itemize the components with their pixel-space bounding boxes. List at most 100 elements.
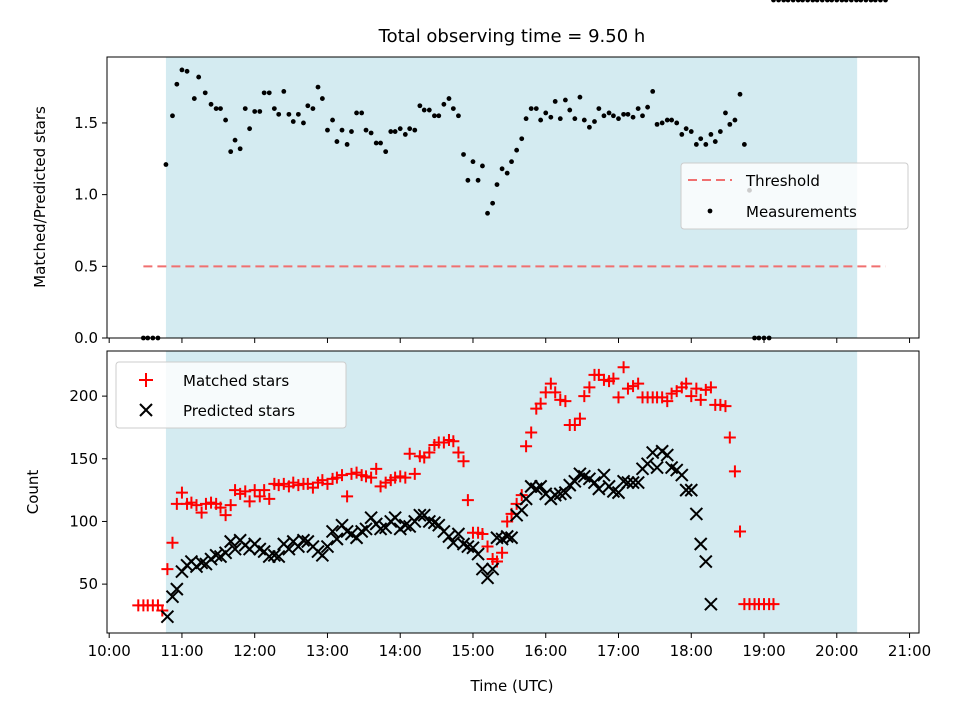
bottom-ytick-label: 150: [69, 450, 98, 468]
measurement-point: [514, 147, 520, 153]
matched-star-point: [253, 490, 266, 503]
measurement-point: [543, 110, 549, 116]
predicted-star-point: [704, 597, 718, 611]
matched-star-point: [219, 509, 232, 522]
measurement-point: [548, 114, 554, 120]
measurement-point: [208, 101, 214, 107]
measurement-point: [601, 113, 607, 119]
predicted-star-point: [597, 468, 611, 482]
measurement-point: [645, 104, 651, 110]
matched-star-point: [258, 484, 271, 497]
matched-star-point: [350, 466, 363, 479]
matched-star-point: [166, 536, 179, 549]
predicted-star-point: [330, 532, 344, 546]
matched-star-point: [559, 395, 572, 408]
measurement-point: [179, 67, 185, 73]
measurement-point: [213, 106, 219, 112]
matched-star-point: [690, 382, 703, 395]
matched-star-point: [476, 527, 489, 540]
measurement-point: [581, 117, 587, 123]
measurement-point: [397, 126, 403, 132]
matched-star-point: [437, 436, 450, 449]
measurement-point: [824, 0, 830, 3]
predicted-star-point: [689, 507, 704, 521]
matched-star-point: [612, 391, 625, 404]
matched-star-point: [578, 390, 591, 403]
measurement-point: [281, 89, 287, 94]
measurement-point: [688, 129, 694, 134]
matched-star-point: [597, 373, 610, 386]
matched-stars-points: [132, 361, 780, 617]
matched-star-point: [520, 440, 533, 453]
measurement-point: [732, 117, 738, 123]
predicted-star-point: [320, 539, 335, 554]
measurement-point: [232, 137, 238, 143]
top-plot-frame: [106, 56, 920, 339]
measurement-point: [196, 74, 202, 80]
legend-matched-label: Matched stars: [183, 372, 289, 390]
predicted-star-point: [485, 562, 500, 576]
measurement-point: [407, 126, 413, 132]
measurement-point: [378, 140, 383, 146]
measurement-point: [519, 136, 525, 142]
matched-star-point: [617, 361, 630, 374]
legend-predicted-swatch: [139, 403, 153, 417]
measurement-point: [616, 116, 621, 122]
measurement-point: [727, 121, 733, 127]
measurement-point: [494, 182, 500, 187]
xtick-label: 12:00: [233, 642, 276, 660]
matched-star-point: [234, 487, 247, 500]
top-ytick-label: 1.0: [74, 186, 98, 204]
measurement-point: [596, 106, 602, 112]
measurement-point: [674, 120, 680, 126]
matched-star-point: [394, 470, 407, 483]
measurement-point: [359, 110, 365, 116]
bottom-plot-frame: [106, 350, 920, 634]
measurement-point: [621, 111, 626, 117]
predicted-star-point: [160, 609, 175, 624]
measurement-point: [334, 139, 340, 144]
measurement-point: [664, 117, 670, 123]
matched-star-point: [447, 435, 460, 448]
matched-star-point: [306, 481, 319, 494]
predicted-star-point: [471, 547, 485, 561]
xtick-label: 14:00: [379, 642, 422, 660]
xtick-label: 10:00: [88, 642, 131, 660]
measurement-point: [170, 113, 175, 119]
matched-star-point: [423, 446, 436, 459]
measurement-point: [552, 99, 558, 104]
legend-matched-swatch: [139, 373, 153, 387]
measurement-point: [703, 142, 709, 147]
measurement-point: [286, 111, 292, 117]
measurement-point: [839, 0, 845, 3]
measurement-point: [848, 0, 854, 3]
measurement-point: [790, 0, 796, 3]
measurement-point: [315, 84, 321, 90]
xtick-label: 20:00: [815, 642, 858, 660]
measurement-point: [266, 90, 272, 96]
measurement-point: [163, 162, 169, 167]
measurement-point: [426, 107, 432, 113]
measurement-point: [577, 94, 583, 100]
xtick-label: 11:00: [160, 642, 203, 660]
matched-star-point: [214, 501, 227, 514]
matched-star-point: [544, 377, 557, 390]
measurement-point: [228, 149, 234, 155]
predicted-star-point: [515, 503, 529, 517]
measurement-point: [276, 111, 282, 117]
bottom-legend-box: [115, 361, 347, 429]
predicted-star-point: [315, 548, 330, 563]
bottom-legend: Matched stars Predicted stars: [115, 361, 347, 429]
matched-star-point: [408, 467, 421, 480]
measurement-point: [606, 110, 612, 116]
measurement-point: [693, 142, 699, 147]
predicted-star-point: [422, 514, 437, 529]
predicted-star-point: [660, 448, 674, 462]
matched-star-point: [190, 499, 203, 512]
measurement-point: [654, 121, 660, 127]
measurement-point: [436, 113, 442, 119]
predicted-star-point: [480, 571, 495, 585]
measurement-point: [202, 90, 208, 96]
measurement-point: [354, 110, 359, 116]
measurement-point: [247, 126, 253, 132]
